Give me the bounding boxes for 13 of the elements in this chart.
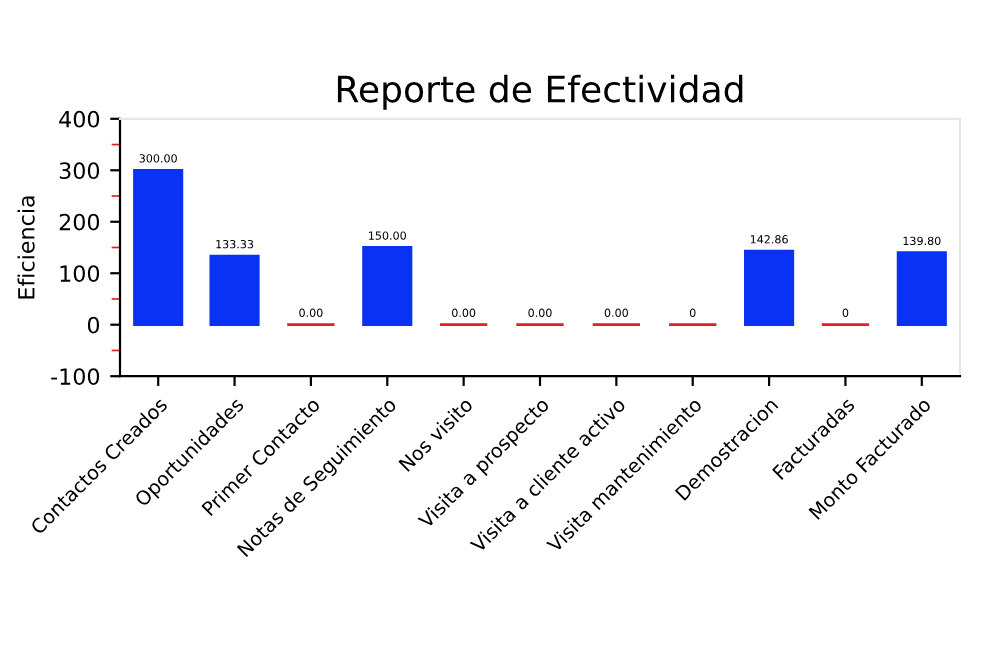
bar [744, 249, 795, 327]
y-tick-label: 400 [59, 110, 100, 128]
y-tick-label: 300 [59, 162, 100, 180]
y-tick-label: 200 [59, 213, 100, 231]
bar [209, 254, 260, 327]
y-axis-title: Eficiencia [17, 196, 35, 299]
bar [362, 246, 413, 327]
bar [896, 251, 947, 327]
y-tick-label: -100 [51, 368, 100, 385]
bar [133, 168, 184, 327]
y-tick-label: 100 [60, 265, 100, 282]
y-tick-label: 0 [87, 316, 100, 334]
chart-title: Reporte de Efectividad [337, 74, 743, 110]
